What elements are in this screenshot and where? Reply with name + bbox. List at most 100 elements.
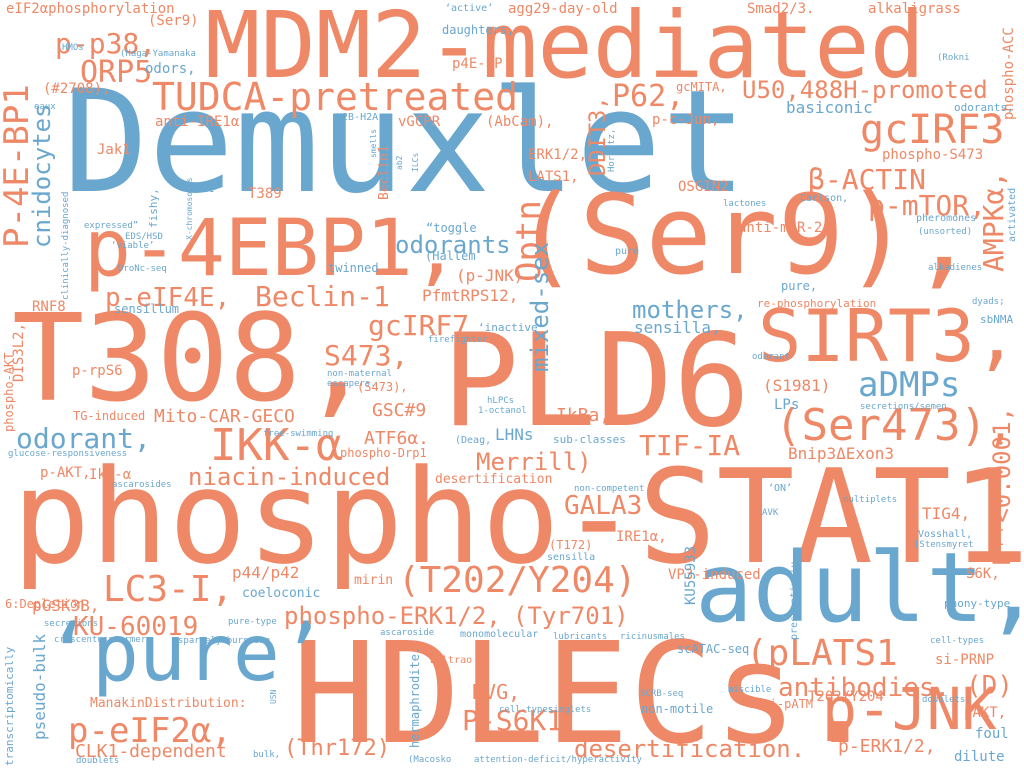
word: ERK1/2, (528, 147, 588, 163)
word: odorants (395, 231, 511, 259)
word: odors, (145, 61, 196, 77)
word: TUDCA-pretreated (152, 75, 519, 119)
word: sensilla (547, 552, 596, 563)
word: desertification (435, 472, 553, 487)
word: gcIRF3 (860, 107, 1005, 153)
word: monomolecular (460, 629, 539, 640)
word: (Rokni (937, 53, 970, 63)
word: KU55933 (683, 545, 699, 605)
word: ‘pure’ (45, 609, 327, 699)
word: IkB-α (89, 467, 132, 483)
word: odorant (752, 352, 790, 362)
word: IRE1α, (616, 529, 667, 545)
word: pAKT, (964, 705, 1007, 721)
word: Vosshall, (918, 529, 973, 540)
word: “toggle (426, 221, 477, 235)
word: DroNc-seq (118, 264, 167, 274)
word: lactones (723, 199, 767, 209)
word: Horvitz, (607, 128, 617, 172)
word: adult, (695, 532, 1024, 644)
word: Smad2/3. (747, 1, 815, 17)
word: ab2 (395, 155, 404, 170)
word: PfmtRPS12, (422, 286, 519, 305)
word: p4E-BP (452, 56, 503, 72)
word: (S473), (357, 380, 408, 394)
word: P**<0.0001, (988, 407, 1016, 566)
word: twinned (328, 261, 379, 275)
word: presumptively (789, 561, 800, 640)
word: ManakinDistribution: (90, 696, 247, 711)
word: escapers. (327, 379, 376, 389)
word: (D) (966, 671, 1013, 701)
word: T308, (12, 290, 374, 429)
word: (AbCam), (486, 114, 554, 130)
word: ‘viable’ (111, 241, 155, 251)
word: fishy, (147, 188, 160, 228)
word: PLD6 (442, 307, 751, 456)
word: GSC#9 (372, 400, 427, 421)
word: (pLATS1 (746, 633, 898, 674)
word: LPs (774, 397, 800, 413)
word: p-eIF2α, (68, 711, 232, 751)
word: p-rpS6 (72, 363, 123, 379)
word: [Stensmyret (914, 540, 974, 550)
word: sbNMA (980, 313, 1014, 326)
word: (Macosko (408, 755, 452, 765)
word: (Ser9), (513, 171, 977, 299)
word: pheromones (916, 213, 977, 224)
word: pseudo-bulk (30, 634, 49, 740)
word: MDM2-mediated (205, 0, 926, 99)
word: singlets (548, 705, 592, 715)
word: GALA3 (564, 491, 643, 521)
word: basiconic (786, 98, 873, 117)
word: doublets, (922, 695, 971, 705)
word: free-swimming (263, 429, 334, 439)
word: sub-classes (553, 433, 626, 446)
word: DIS3L2, (11, 322, 27, 382)
word: Bnip3ΔExon3 (788, 444, 894, 463)
word: glucose-responsiveness (8, 449, 128, 459)
word: aDMPs (858, 365, 961, 405)
word: non-competent (574, 484, 645, 494)
word: daughters, (442, 23, 515, 37)
word: pure-type (228, 617, 277, 627)
word: cnidocytes (28, 103, 56, 249)
word: (T202/Y204) (398, 560, 637, 601)
word: NB1 (198, 185, 215, 195)
word: miscible (728, 685, 772, 695)
word: U50,488H-promoted (742, 76, 988, 104)
word: SIRT3, (758, 294, 1019, 378)
word: secretions/semen (860, 402, 947, 412)
word: 6:Depletion (5, 597, 85, 611)
word: Beclin-1 (255, 280, 390, 313)
word: scATAC-seq (677, 642, 750, 656)
word: ‘active’ (445, 3, 494, 14)
word: OSGIN2 (678, 179, 729, 195)
word: T202/Y204 (808, 689, 884, 705)
word: TIF-IA (639, 429, 741, 462)
word: ‘inactive’ (478, 321, 545, 334)
word: ORP5 (80, 55, 153, 90)
word: X-chromosomes (185, 177, 194, 240)
word: doublets (76, 756, 120, 766)
word: firefighter (428, 335, 488, 345)
word: ILCs (411, 152, 420, 172)
word: re-phosphorylation (757, 297, 877, 310)
word: KU-60019 (73, 612, 199, 642)
word: cell-types, (499, 705, 559, 715)
word: foul (975, 726, 1009, 742)
word: (unsorted) (918, 227, 973, 237)
word: phony-type (944, 597, 1011, 610)
word: P62, (612, 79, 685, 114)
word: p44/p42 (232, 563, 300, 582)
word: Jak1 (97, 142, 131, 158)
word: ATF6α. (364, 428, 430, 449)
word: VP3-induced (668, 567, 761, 583)
word: alkaligrass (868, 1, 961, 17)
word: H2B-H2A (336, 112, 379, 123)
word: cell-types (930, 636, 985, 646)
word: antibodies. (778, 673, 951, 703)
word: sensillum (114, 302, 180, 316)
word: niacin-induced (188, 463, 391, 491)
